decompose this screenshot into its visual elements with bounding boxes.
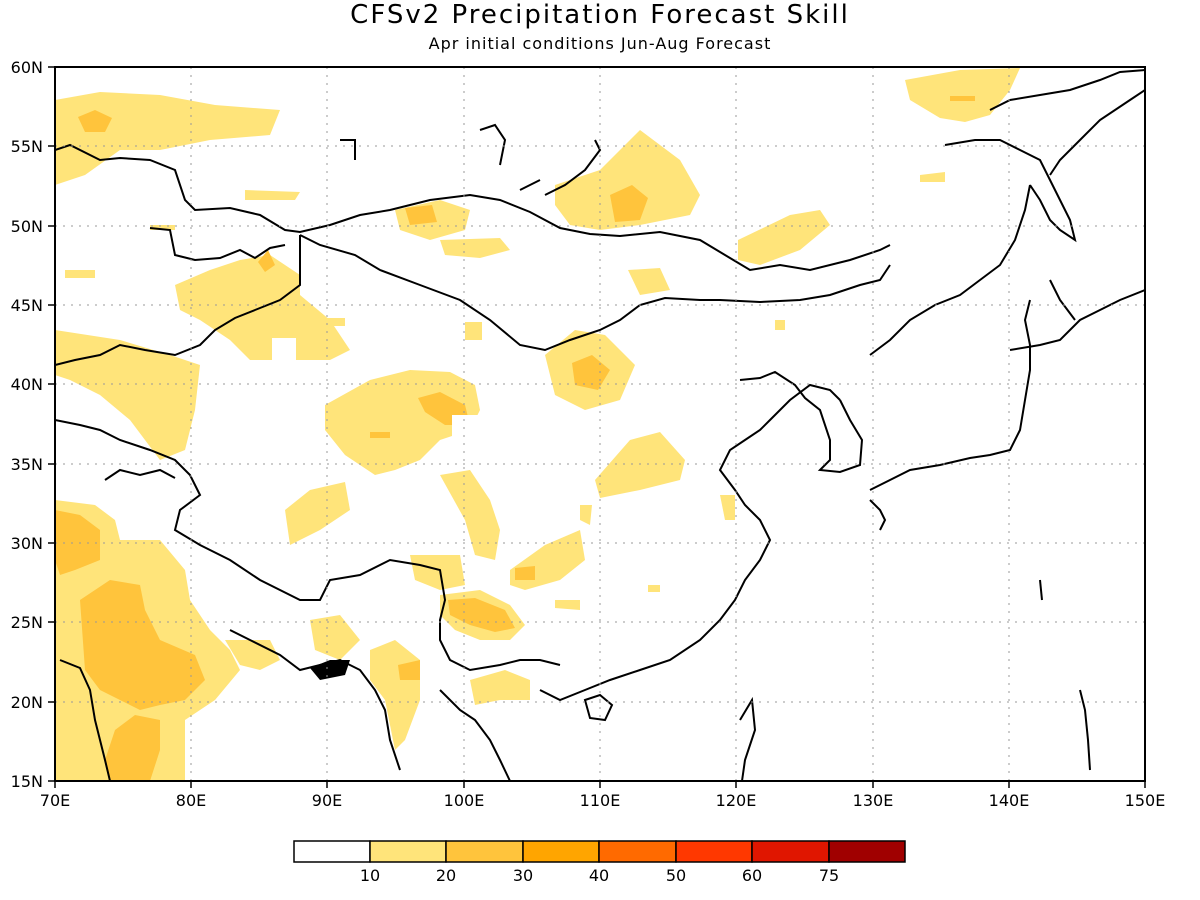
coastlines	[55, 69, 1145, 781]
y-tick-label: 35N	[11, 455, 43, 474]
x-tick-label: 130E	[853, 791, 894, 810]
skill-region-baikal-mongolia	[555, 130, 700, 230]
colorbar-label: 50	[666, 866, 686, 885]
skill-region-central-asia-north	[55, 92, 280, 185]
x-tick-label: 90E	[312, 791, 342, 810]
y-tick-label: 45N	[11, 296, 43, 315]
skill-region-tibet-plateau-west	[285, 482, 350, 545]
colorbar-label: 75	[819, 866, 839, 885]
colorbar-label: 10	[360, 866, 380, 885]
x-tick-label: 80E	[176, 791, 206, 810]
skill-region-west-edge	[55, 330, 200, 460]
colorbar-label: 60	[742, 866, 762, 885]
y-tick-label: 60N	[11, 58, 43, 77]
skill-region-okhotsk	[905, 68, 1020, 122]
colorbar-label: 40	[589, 866, 609, 885]
y-tick-label: 30N	[11, 534, 43, 553]
gridlines	[55, 67, 1145, 781]
y-tick-label: 15N	[11, 772, 43, 791]
y-tick-label: 40N	[11, 375, 43, 394]
skill-shading	[55, 68, 1020, 781]
y-tick-label: 20N	[11, 693, 43, 712]
colorbar-label: 30	[513, 866, 533, 885]
colorbar-swatch	[445, 840, 524, 863]
y-tick-label: 55N	[11, 137, 43, 156]
colorbar-label: 20	[436, 866, 456, 885]
colorbar-swatch	[293, 840, 371, 863]
map-subtitle: Apr initial conditions Jun-Aug Forecast	[428, 34, 772, 53]
colorbar-swatch	[751, 840, 830, 863]
colorbar: 10 20 30 40 50 60 75	[293, 840, 906, 885]
colorbar-swatch	[598, 840, 677, 863]
colorbar-swatch	[522, 840, 600, 863]
y-tick-label: 50N	[11, 217, 43, 236]
x-tick-label: 100E	[444, 791, 485, 810]
map-title: CFSv2 Precipitation Forecast Skill	[350, 0, 850, 30]
x-tick-label: 140E	[989, 791, 1030, 810]
x-tick-label: 70E	[40, 791, 70, 810]
colorbar-swatch	[828, 840, 906, 863]
colorbar-swatch	[369, 840, 447, 863]
x-tick-label: 150E	[1125, 791, 1166, 810]
colorbar-swatch	[675, 840, 753, 863]
x-tick-label: 120E	[716, 791, 757, 810]
x-tick-label: 110E	[580, 791, 621, 810]
y-tick-label: 25N	[11, 613, 43, 632]
